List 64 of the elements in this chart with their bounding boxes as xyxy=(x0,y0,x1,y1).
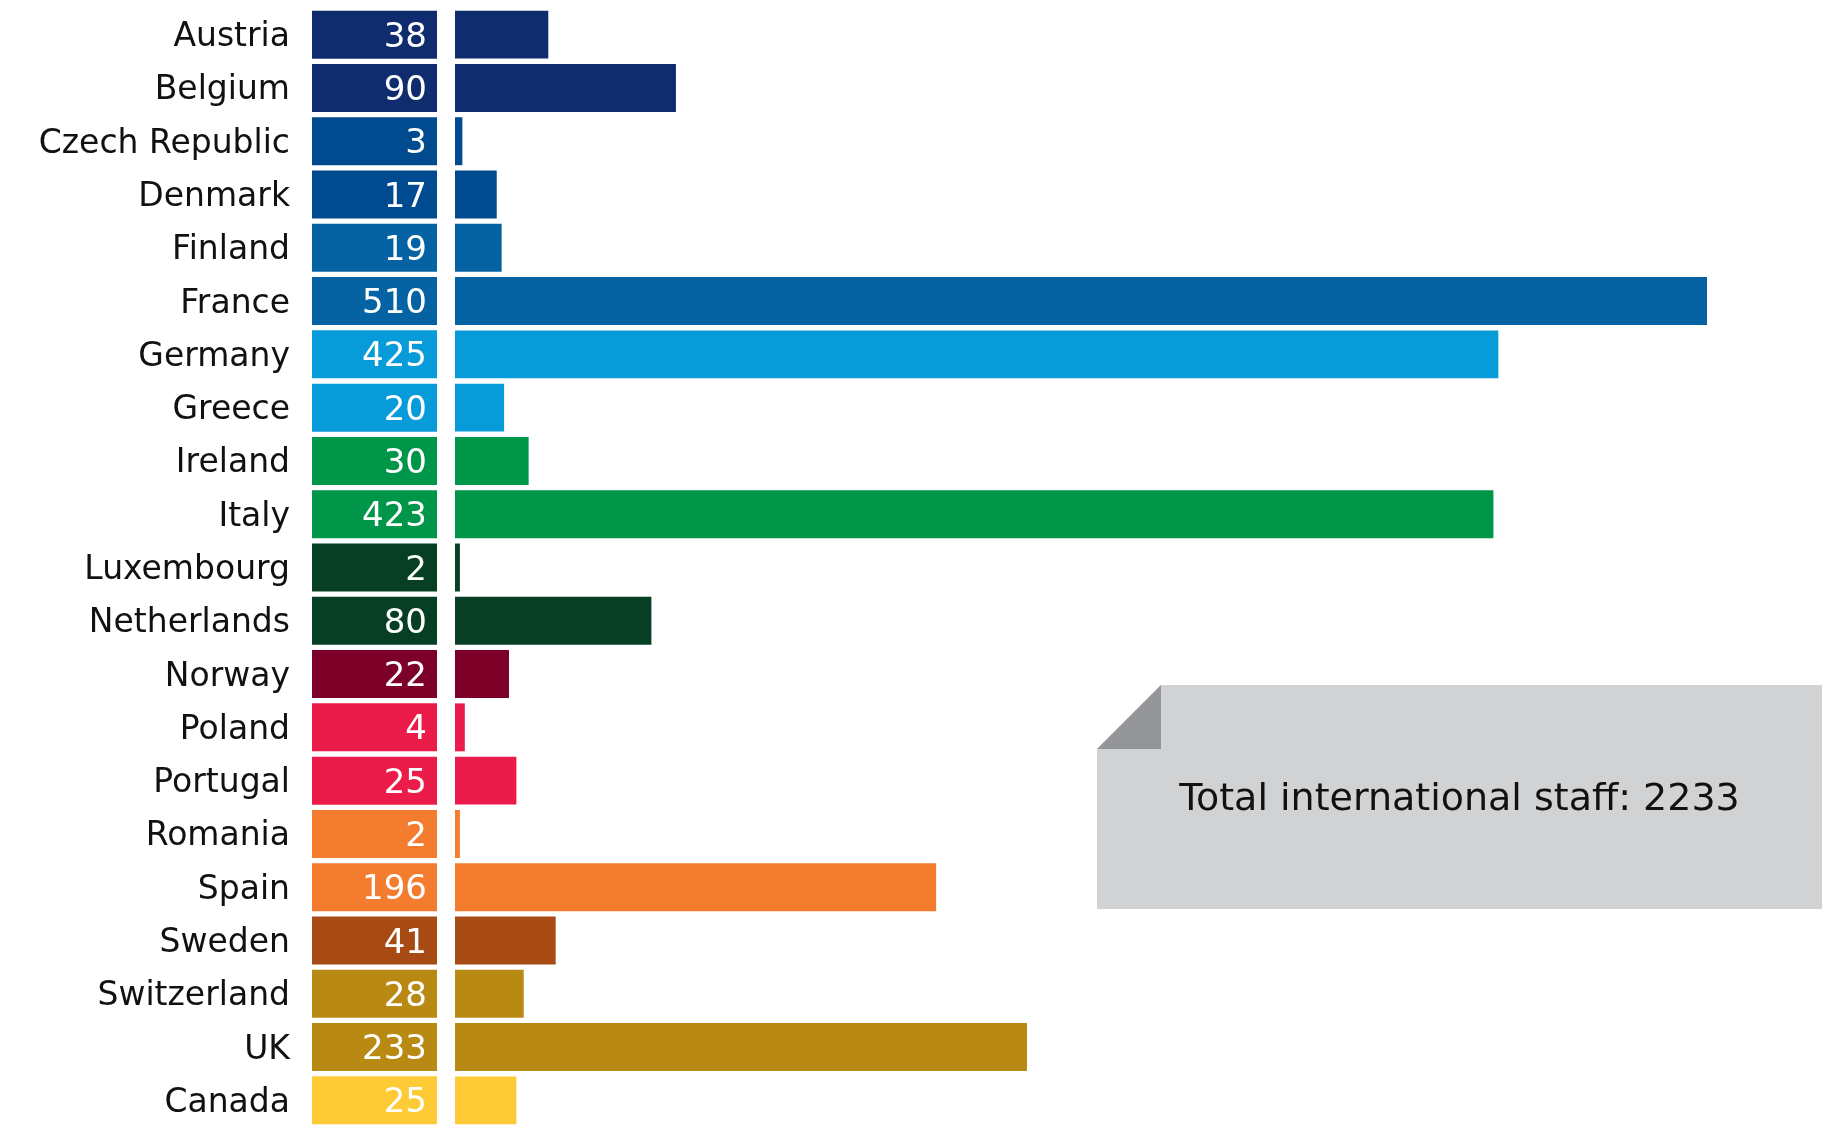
bar xyxy=(455,809,460,858)
data-label: 25 xyxy=(383,760,427,801)
y-tick-label: Norway xyxy=(164,654,290,694)
data-label: 38 xyxy=(383,14,427,55)
y-tick-label: Finland xyxy=(172,228,290,268)
bar xyxy=(455,277,1707,326)
data-label: 80 xyxy=(383,600,427,641)
y-tick-label: Greece xyxy=(172,388,290,428)
bar xyxy=(455,650,510,699)
y-tick-label: Italy xyxy=(218,494,290,534)
data-label: 2 xyxy=(405,547,427,588)
bar xyxy=(455,543,460,592)
note-card: Total international staff: 2233 xyxy=(1097,685,1822,909)
y-tick-label: Netherlands xyxy=(88,601,290,641)
y-tick-label: Belgium xyxy=(154,68,290,108)
data-label: 28 xyxy=(383,973,427,1014)
data-label: 25 xyxy=(383,1080,427,1121)
data-label: 233 xyxy=(362,1027,427,1068)
data-label: 2 xyxy=(405,813,427,854)
bar xyxy=(455,490,1494,539)
y-tick-label: Ireland xyxy=(175,441,290,481)
bar xyxy=(455,10,549,59)
data-label: 4 xyxy=(405,707,427,748)
y-tick-label: Portugal xyxy=(153,761,290,801)
y-tick-label: Austria xyxy=(173,15,290,55)
y-tick-label: Luxembourg xyxy=(84,548,290,587)
y-tick-label: Poland xyxy=(179,707,290,747)
y-tick-label: Canada xyxy=(164,1080,290,1120)
data-label: 20 xyxy=(383,387,427,428)
data-label: 22 xyxy=(383,654,427,695)
bar xyxy=(455,863,937,912)
bar xyxy=(455,63,676,112)
data-label: 425 xyxy=(362,334,427,375)
y-tick-label: Germany xyxy=(138,334,290,374)
bar xyxy=(455,330,1499,379)
data-label: 423 xyxy=(362,494,427,535)
bar xyxy=(455,1023,1027,1072)
y-tick-label: UK xyxy=(244,1027,292,1067)
y-tick-label: Spain xyxy=(197,867,290,907)
data-label: 510 xyxy=(362,281,427,322)
y-tick-label: France xyxy=(180,281,290,321)
data-label: 17 xyxy=(383,174,427,215)
bar xyxy=(455,969,524,1018)
y-tick-label: Sweden xyxy=(159,921,290,960)
data-label: 196 xyxy=(362,867,427,908)
bar xyxy=(455,383,505,432)
data-label: 3 xyxy=(405,121,427,162)
data-label: 41 xyxy=(383,920,427,961)
data-label: 30 xyxy=(383,440,427,481)
bar xyxy=(455,223,502,272)
y-tick-label: Switzerland xyxy=(97,974,290,1014)
bar xyxy=(455,117,463,166)
data-label: 90 xyxy=(383,67,427,108)
y-tick-label: Czech Republic xyxy=(38,121,290,161)
bar xyxy=(455,436,529,485)
bar xyxy=(455,756,517,805)
bar xyxy=(455,596,652,645)
data-label: 19 xyxy=(383,227,427,268)
y-tick-label: Romania xyxy=(145,814,290,854)
bar xyxy=(455,1076,517,1125)
bar xyxy=(455,170,497,219)
y-tick-label: Denmark xyxy=(138,175,291,214)
bar xyxy=(455,703,465,752)
bar xyxy=(455,916,556,965)
